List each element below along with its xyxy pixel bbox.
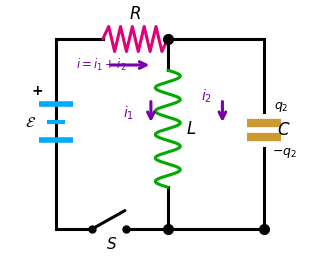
Text: $i_1$: $i_1$: [123, 105, 134, 122]
Text: $R$: $R$: [129, 5, 141, 23]
Text: $i_2$: $i_2$: [201, 88, 212, 105]
Text: $i = i_1 + i_2$: $i = i_1 + i_2$: [76, 57, 126, 73]
Text: +: +: [32, 84, 44, 98]
Text: $L$: $L$: [186, 120, 196, 138]
Text: $C$: $C$: [277, 121, 291, 139]
Text: $S$: $S$: [106, 236, 117, 252]
Text: $\mathcal{E}$: $\mathcal{E}$: [25, 115, 36, 130]
Text: $-q_2$: $-q_2$: [272, 146, 297, 160]
Text: $q_2$: $q_2$: [275, 100, 289, 114]
